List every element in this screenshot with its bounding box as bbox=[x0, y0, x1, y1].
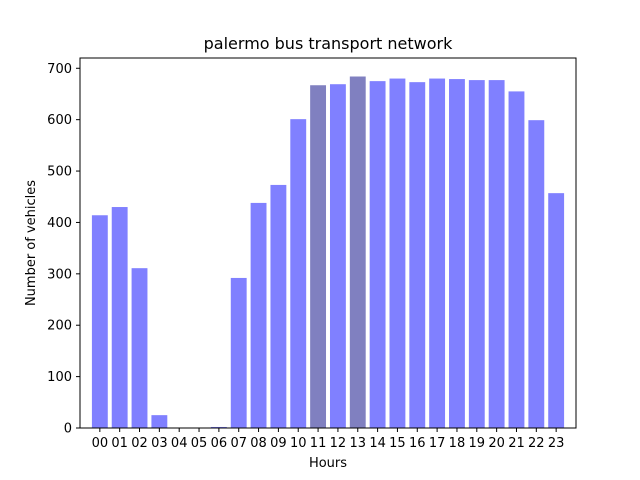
chart-title: palermo bus transport network bbox=[204, 34, 453, 53]
x-tick-label: 20 bbox=[488, 436, 505, 451]
bar-09 bbox=[270, 184, 287, 428]
x-tick-label: 16 bbox=[409, 436, 426, 451]
bar-23 bbox=[548, 193, 565, 428]
y-tick-label: 100 bbox=[47, 370, 72, 385]
bar-15 bbox=[389, 78, 406, 429]
x-tick-label: 23 bbox=[548, 436, 565, 451]
x-tick-label: 04 bbox=[171, 436, 188, 451]
bar-03 bbox=[151, 415, 168, 428]
bar-06 bbox=[210, 426, 227, 428]
x-tick-label: 13 bbox=[349, 436, 366, 451]
x-tick-label: 00 bbox=[92, 436, 109, 451]
x-tick-label: 10 bbox=[290, 436, 307, 451]
bar-21 bbox=[508, 91, 525, 429]
bar-20 bbox=[488, 80, 505, 428]
x-tick-label: 22 bbox=[528, 436, 545, 451]
y-tick-label: 600 bbox=[47, 113, 72, 128]
bar-10 bbox=[290, 119, 307, 429]
bar-00 bbox=[91, 215, 108, 428]
x-tick-label: 14 bbox=[369, 436, 386, 451]
bar-08 bbox=[250, 202, 267, 428]
bars-group bbox=[91, 76, 565, 429]
x-tick-label: 08 bbox=[250, 436, 267, 451]
bar-11 bbox=[310, 85, 327, 428]
x-tick-label: 19 bbox=[469, 436, 486, 451]
plot-frame bbox=[79, 57, 577, 429]
y-tick-label: 500 bbox=[47, 165, 72, 180]
x-tick-label: 03 bbox=[151, 436, 168, 451]
bar-19 bbox=[468, 80, 485, 428]
x-axis: 00 01 02 03 04 05 06 07 08 09 10 11 12 13 14 15 16 17 18 19… bbox=[92, 428, 565, 451]
x-axis-label: Hours bbox=[309, 456, 347, 471]
y-axis-label: Number of vehicles bbox=[24, 180, 39, 306]
x-tick-label: 01 bbox=[111, 436, 128, 451]
bar-12 bbox=[329, 84, 346, 428]
x-tick-label: 18 bbox=[449, 436, 466, 451]
y-tick-label: 400 bbox=[47, 216, 72, 231]
bar-18 bbox=[449, 79, 465, 428]
x-tick-label: 12 bbox=[330, 436, 347, 451]
bar-14 bbox=[369, 81, 386, 428]
x-tick-label: 11 bbox=[310, 436, 327, 451]
x-tick-label: 07 bbox=[230, 436, 247, 451]
bar-13 bbox=[349, 76, 366, 428]
bar-02 bbox=[131, 268, 148, 428]
y-axis: 0 100 200 300 400 500 600 700 bbox=[47, 62, 80, 437]
y-tick-label: 0 bbox=[64, 422, 72, 437]
bar-16 bbox=[409, 82, 426, 429]
x-tick-label: 02 bbox=[131, 436, 148, 451]
x-tick-label: 21 bbox=[508, 436, 525, 451]
x-tick-label: 06 bbox=[211, 436, 228, 451]
bar-07 bbox=[230, 277, 247, 428]
bar-01 bbox=[111, 207, 128, 428]
y-tick-label: 300 bbox=[47, 267, 72, 282]
x-tick-label: 05 bbox=[191, 436, 208, 451]
y-tick-label: 200 bbox=[47, 319, 72, 334]
bar-22 bbox=[528, 120, 545, 429]
bar-17 bbox=[429, 78, 446, 429]
x-tick-label: 15 bbox=[389, 436, 406, 451]
y-tick-label: 700 bbox=[47, 62, 72, 77]
x-tick-label: 17 bbox=[429, 436, 446, 451]
x-tick-label: 09 bbox=[270, 436, 287, 451]
